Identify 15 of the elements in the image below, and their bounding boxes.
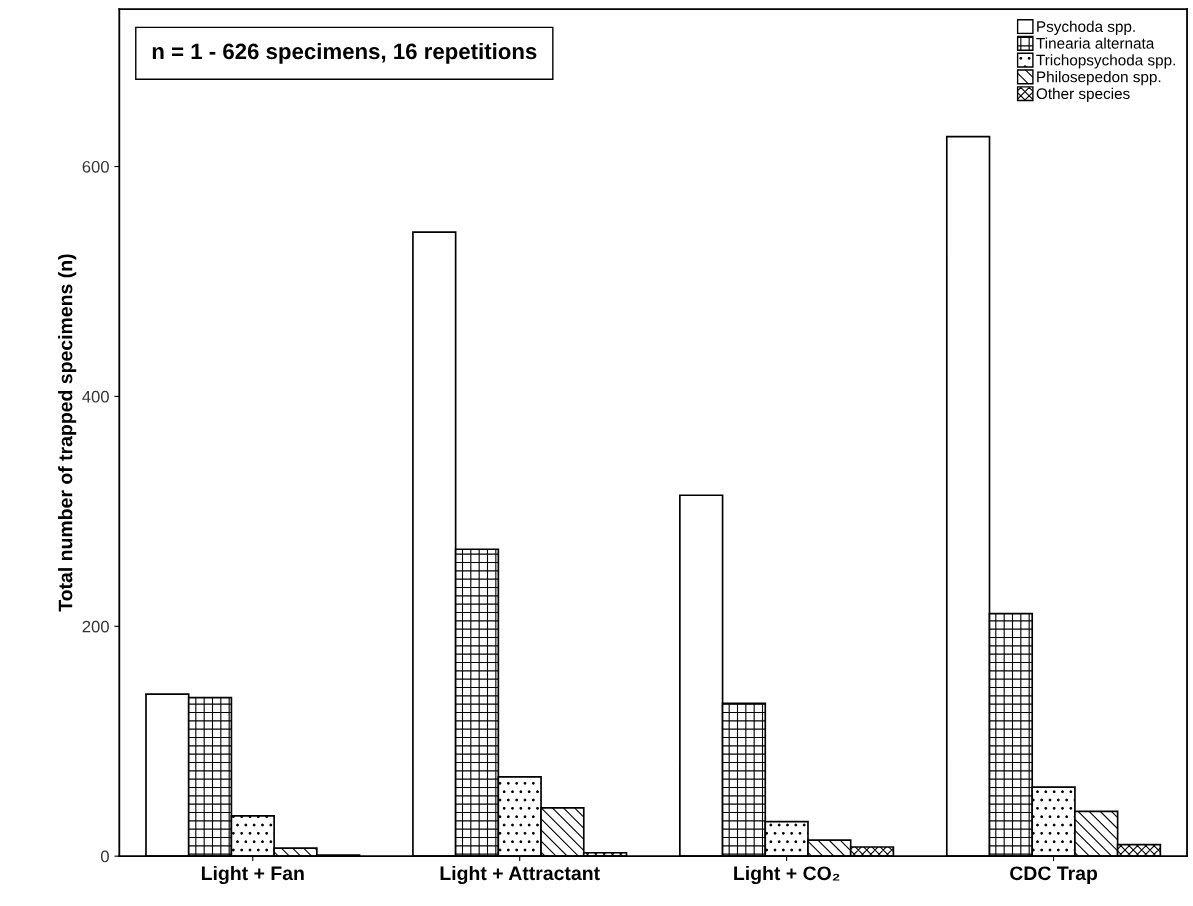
legend-label: Tinearia alternata	[1036, 37, 1155, 49]
x-tick-label: CDC Trap	[1010, 866, 1098, 885]
x-tick-label: Light + CO₂	[734, 865, 840, 885]
y-tick-label: 200	[82, 620, 109, 633]
x-tick-label: Light + Attractant	[440, 865, 600, 885]
x-tick-label: Light + Fan	[201, 865, 304, 885]
legend-label: Psychoda spp.	[1037, 20, 1135, 35]
legend-label: Other species	[1036, 87, 1130, 103]
y-tick-label: 600	[82, 160, 109, 173]
annotation: n = 1 - 626 specimens, 16 repetitions	[152, 42, 537, 64]
y-tick-label: 0	[100, 850, 109, 863]
y-axis-title: Total number of trapped specimens (n)	[58, 254, 77, 612]
y-tick-label: 400	[82, 390, 109, 403]
legend-label: Trichopsychoda spp.	[1036, 54, 1175, 69]
legend-label: Philosepedon spp.	[1037, 71, 1161, 86]
